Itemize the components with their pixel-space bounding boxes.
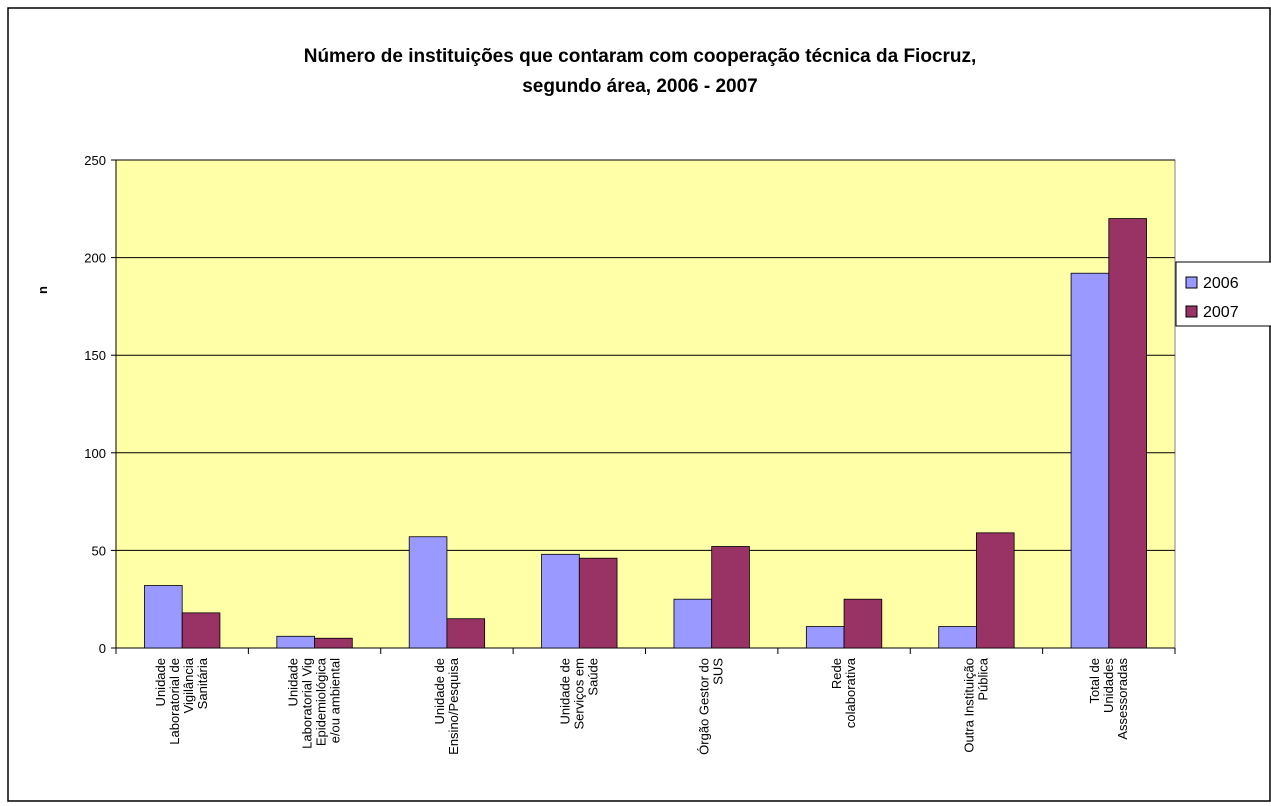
legend-swatch: [1185, 305, 1198, 318]
chart-title: Número de instituições que contaram com …: [304, 46, 977, 97]
bar: [1108, 218, 1147, 649]
bar: [1070, 272, 1110, 649]
y-tick-label: 150: [84, 348, 106, 363]
bar: [181, 612, 221, 649]
bar: [314, 637, 353, 649]
bar: [578, 557, 618, 649]
x-tick-label: Outra InstituiçãoPública: [961, 657, 990, 752]
bar: [408, 536, 448, 649]
legend-swatch: [1185, 276, 1198, 289]
bar: [144, 585, 183, 649]
y-tick-label: 100: [84, 446, 106, 461]
bar: [541, 553, 580, 649]
y-axis-label: n: [35, 286, 50, 294]
bar: [446, 618, 486, 649]
y-tick-label: 0: [99, 641, 106, 656]
x-tick-label: Total deUnidadesAssessoradas: [1087, 658, 1130, 740]
x-tick-label: Órgão Gestor doSUS: [697, 658, 726, 755]
legend-label: 2006: [1203, 275, 1239, 292]
x-tick-label: Unidade deServiços emSaúde: [557, 658, 600, 730]
bar: [938, 626, 977, 649]
y-tick-label: 50: [92, 543, 106, 558]
x-tick-label: Unidade deEnsino/Pesquisa: [432, 657, 461, 755]
x-tick-label: UnidadeLaboratorial deVigilânciaSanitári…: [153, 657, 210, 745]
x-tick-label: UnidadeLaboratorial VigEpidemiológicae/o…: [286, 657, 343, 749]
x-tick-label: Redecolaborativa: [829, 657, 858, 728]
y-tick-label: 200: [84, 251, 106, 266]
bar: [843, 598, 883, 649]
plot-area: [115, 159, 1176, 649]
bar: [976, 532, 1015, 649]
y-tick-label: 250: [84, 153, 106, 168]
legend-label: 2007: [1203, 304, 1239, 321]
bar: [673, 598, 713, 649]
bar: [711, 546, 750, 649]
bar: [276, 635, 315, 649]
bar: [805, 626, 845, 649]
